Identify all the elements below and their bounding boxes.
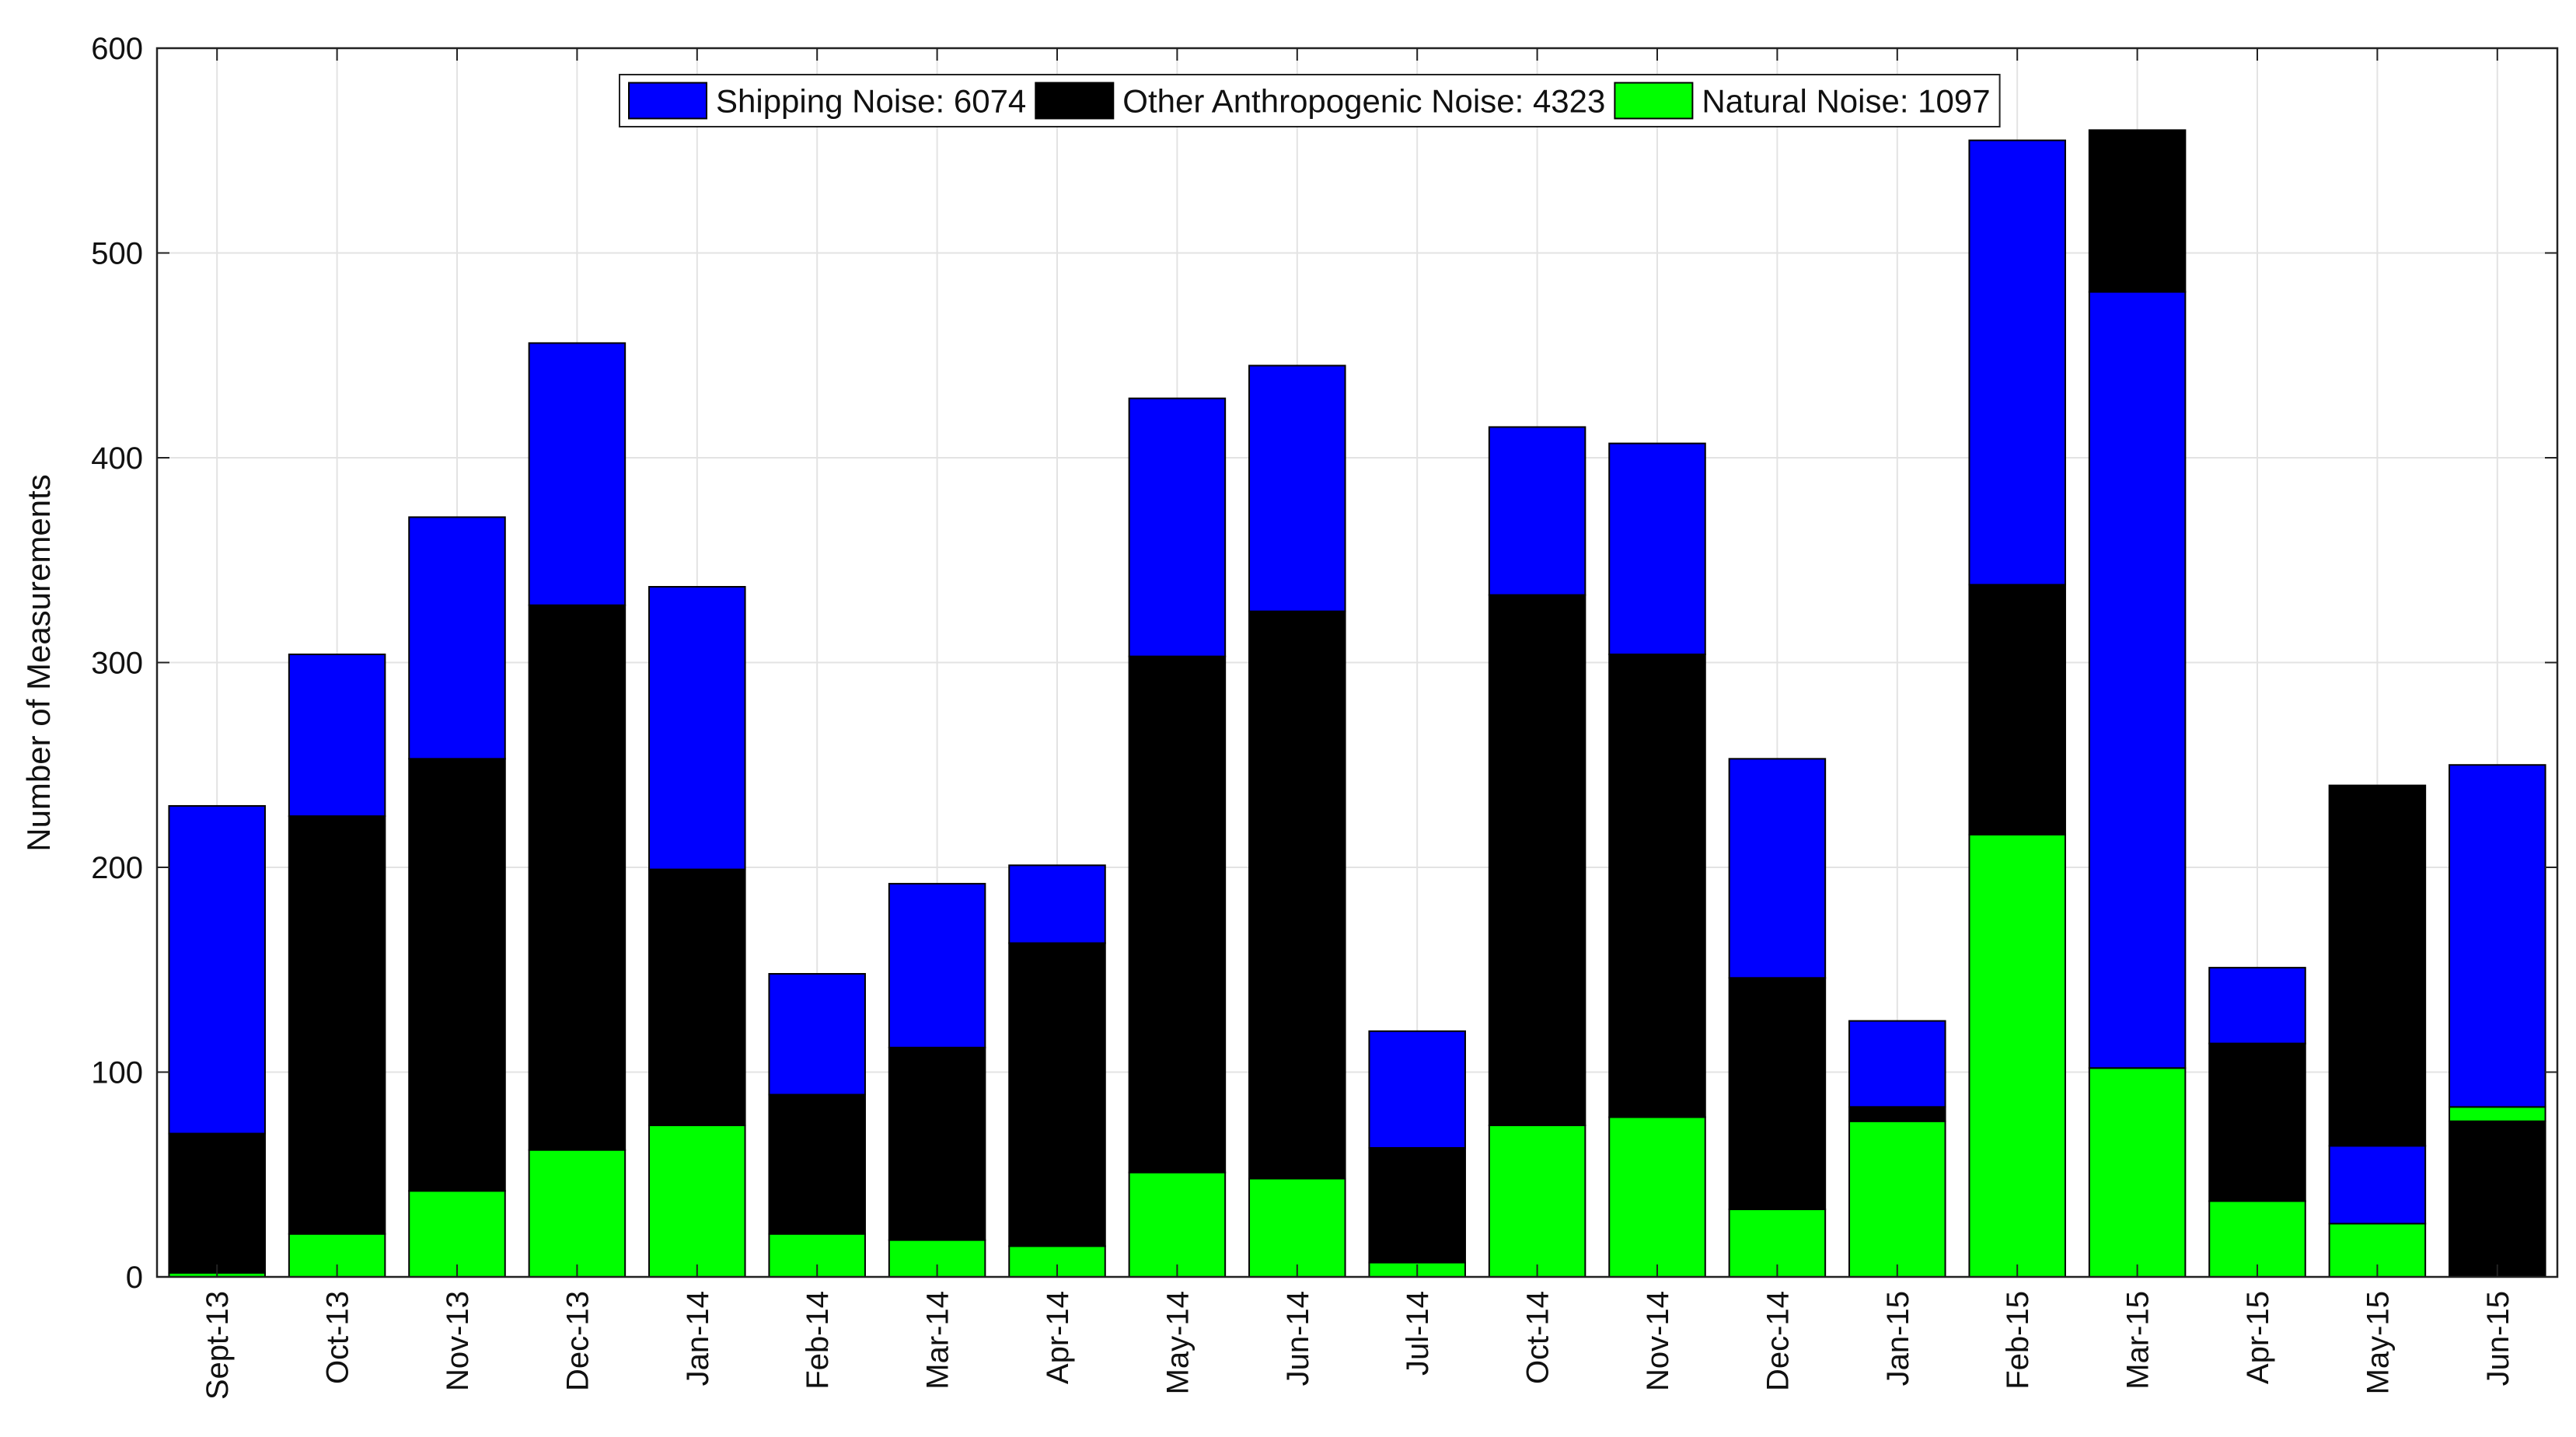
y-tick-label: 200 — [91, 851, 143, 885]
y-tick-label: 400 — [91, 441, 143, 476]
y-tick-label: 600 — [91, 32, 143, 66]
x-tick-label: Mar-14 — [921, 1291, 955, 1390]
legend-swatch-shipping-noise — [628, 82, 707, 120]
bar-segment-shipping-noise — [2328, 1145, 2427, 1225]
bar-segment-shipping-noise — [2449, 764, 2546, 1108]
x-tick-label: Mar-15 — [2121, 1291, 2155, 1390]
bar-segment-shipping-noise — [288, 653, 386, 818]
x-tick-label: Jul-14 — [1401, 1291, 1435, 1376]
bar-segment-natural-noise — [1848, 1120, 1946, 1278]
bar-segment-other-anthropogenic-noise — [1128, 655, 1227, 1174]
x-tick-label: Jun-15 — [2481, 1291, 2515, 1386]
bar-segment-shipping-noise — [1848, 1020, 1946, 1108]
bar-segment-natural-noise — [1248, 1177, 1346, 1278]
bar-segment-other-anthropogenic-noise — [2328, 784, 2427, 1147]
x-tick-label: Jan-14 — [681, 1291, 715, 1386]
grid-layer — [157, 48, 2557, 1277]
bar-segment-shipping-noise — [528, 342, 627, 606]
bar-segment-shipping-noise — [1968, 139, 2066, 586]
x-tick-label: Feb-15 — [2001, 1291, 2035, 1390]
x-tick-label: Nov-14 — [1641, 1291, 1675, 1391]
bar-segment-natural-noise — [2449, 1106, 2546, 1122]
bar-segment-other-anthropogenic-noise — [1608, 653, 1706, 1118]
legend-swatch-natural-noise — [1614, 82, 1694, 120]
legend-label-natural-noise: Natural Noise: 1097 — [1702, 83, 1990, 120]
x-tick-label: Sept-13 — [201, 1291, 235, 1400]
x-tick-label: Oct-13 — [321, 1291, 355, 1384]
bar-segment-shipping-noise — [888, 883, 986, 1048]
bar-segment-other-anthropogenic-noise — [528, 604, 627, 1151]
legend-label-shipping-noise: Shipping Noise: 6074 — [716, 83, 1026, 120]
bar-segment-other-anthropogenic-noise — [1368, 1146, 1466, 1264]
x-tick-label: Jan-15 — [1881, 1291, 1915, 1386]
bar-segment-natural-noise — [528, 1149, 627, 1278]
legend-swatch-other-anthropogenic-noise — [1035, 82, 1115, 120]
bar-segment-natural-noise — [1128, 1171, 1227, 1278]
bar-segment-other-anthropogenic-noise — [288, 815, 386, 1235]
y-tick-label: 0 — [126, 1261, 143, 1295]
bar-segment-other-anthropogenic-noise — [408, 758, 506, 1192]
axes-frame — [155, 47, 2559, 1278]
bar-segment-shipping-noise — [408, 516, 506, 760]
x-tick-label: May-14 — [1161, 1291, 1195, 1394]
bar-segment-other-anthropogenic-noise — [888, 1046, 986, 1241]
bar-segment-other-anthropogenic-noise — [1488, 594, 1586, 1127]
bar-segment-natural-noise — [1968, 833, 2066, 1278]
axes-layer: 0 100 200 300 400 500 600 Sept-13 Oct-13 Nov-13 De… — [91, 32, 2559, 1400]
x-tick-label: Apr-14 — [1041, 1291, 1075, 1384]
legend: Shipping Noise: 6074 Other Anthropogenic … — [619, 74, 2001, 127]
bar-segment-other-anthropogenic-noise — [168, 1132, 266, 1274]
bar-segment-shipping-noise — [168, 804, 266, 1135]
bar-segment-shipping-noise — [1368, 1030, 1466, 1149]
x-tick-label: Dec-14 — [1761, 1291, 1795, 1391]
bar-segment-shipping-noise — [1248, 364, 1346, 612]
x-tick-label: Oct-14 — [1521, 1291, 1555, 1384]
y-tick-label: 300 — [91, 647, 143, 681]
x-tick-label: Dec-13 — [560, 1291, 595, 1391]
bar-segment-natural-noise — [408, 1190, 506, 1278]
bar-segment-other-anthropogenic-noise — [1248, 610, 1346, 1180]
bar-segment-natural-noise — [1608, 1116, 1706, 1278]
bar-segment-shipping-noise — [1728, 758, 1827, 979]
bar-segment-shipping-noise — [1488, 426, 1586, 596]
bar-segment-shipping-noise — [648, 586, 746, 870]
bar-segment-other-anthropogenic-noise — [2449, 1120, 2546, 1278]
legend-label-other-anthropogenic-noise: Other Anthropogenic Noise: 4323 — [1122, 83, 1605, 120]
bar-segment-other-anthropogenic-noise — [1728, 977, 1827, 1211]
bar-segment-other-anthropogenic-noise — [1968, 584, 2066, 835]
bar-segment-other-anthropogenic-noise — [768, 1093, 866, 1235]
bar-segment-shipping-noise — [2208, 967, 2306, 1045]
bar-segment-shipping-noise — [768, 973, 866, 1096]
bar-segment-other-anthropogenic-noise — [1848, 1106, 1946, 1122]
y-tick-label: 100 — [91, 1056, 143, 1090]
bars-layer — [168, 129, 2546, 1278]
bar-segment-other-anthropogenic-noise — [2088, 129, 2187, 293]
x-tick-label: Apr-15 — [2241, 1291, 2275, 1384]
bar-segment-shipping-noise — [2088, 291, 2187, 1069]
x-tick-label: May-15 — [2361, 1291, 2395, 1394]
y-axis-label: Number of Measurements — [20, 474, 57, 852]
x-tick-label: Feb-14 — [801, 1291, 835, 1390]
bar-segment-other-anthropogenic-noise — [2208, 1042, 2306, 1202]
x-tick-label: Jun-14 — [1281, 1291, 1315, 1386]
bar-segment-other-anthropogenic-noise — [648, 868, 746, 1127]
x-tick-label: Nov-13 — [441, 1291, 475, 1391]
labels-layer: Number of Measurements — [20, 474, 57, 852]
bar-segment-shipping-noise — [1008, 864, 1106, 944]
bar-segment-natural-noise — [2088, 1067, 2187, 1278]
y-tick-label: 500 — [91, 237, 143, 271]
bar-segment-shipping-noise — [1608, 442, 1706, 655]
bar-segment-natural-noise — [648, 1125, 746, 1278]
legend-box — [619, 74, 2001, 127]
bar-segment-shipping-noise — [1128, 397, 1227, 657]
bar-segment-natural-noise — [1488, 1125, 1586, 1278]
bar-segment-other-anthropogenic-noise — [1008, 942, 1106, 1247]
